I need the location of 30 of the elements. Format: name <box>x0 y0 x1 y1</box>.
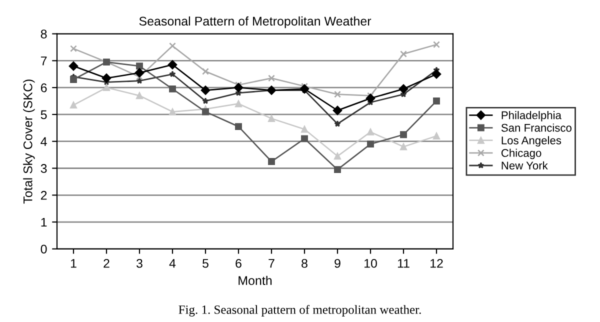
x-tick-label: 2 <box>104 258 110 268</box>
y-tick-label: 7 <box>40 56 47 66</box>
y-tick-label: 2 <box>40 190 47 200</box>
y-tick-label: 1 <box>41 218 47 227</box>
legend-label: Chicago <box>501 148 542 160</box>
y-axis-title: Total Sky Cover (SKC) <box>23 80 35 204</box>
x-tick-label: 8 <box>302 258 308 268</box>
y-tick-label: 8 <box>40 30 47 38</box>
x-tick-label: 9 <box>334 258 340 268</box>
y-tick-label: 4 <box>40 137 47 146</box>
x-tick-label: 4 <box>169 259 176 268</box>
legend-label: New York <box>502 161 548 170</box>
legend-label: Philadelphia <box>502 111 562 122</box>
caption: Fig. 1. Seasonal pattern of metropolitan weather. <box>178 304 421 316</box>
x-tick-label: 12 <box>430 258 443 268</box>
legend-label: Los Angeles <box>502 136 562 147</box>
x-tick-label: 5 <box>202 259 208 268</box>
x-tick-label: 7 <box>268 259 274 268</box>
x-tick-label: 10 <box>364 258 377 268</box>
y-tick-label: 6 <box>40 83 47 92</box>
legend-label: San Francisco <box>501 124 572 132</box>
y-tick-label: 0 <box>40 244 47 254</box>
y-tick-label: 3 <box>40 164 47 173</box>
x-tick-label: 6 <box>236 258 242 268</box>
x-tick-label: 3 <box>136 258 142 268</box>
chart-title: Seasonal Pattern of Metropolitan Weather <box>139 16 372 28</box>
x-axis-title: Month <box>238 276 272 286</box>
y-tick-label: 5 <box>40 110 47 120</box>
x-tick-label: 11 <box>398 259 410 268</box>
x-tick-label: 1 <box>70 259 76 268</box>
